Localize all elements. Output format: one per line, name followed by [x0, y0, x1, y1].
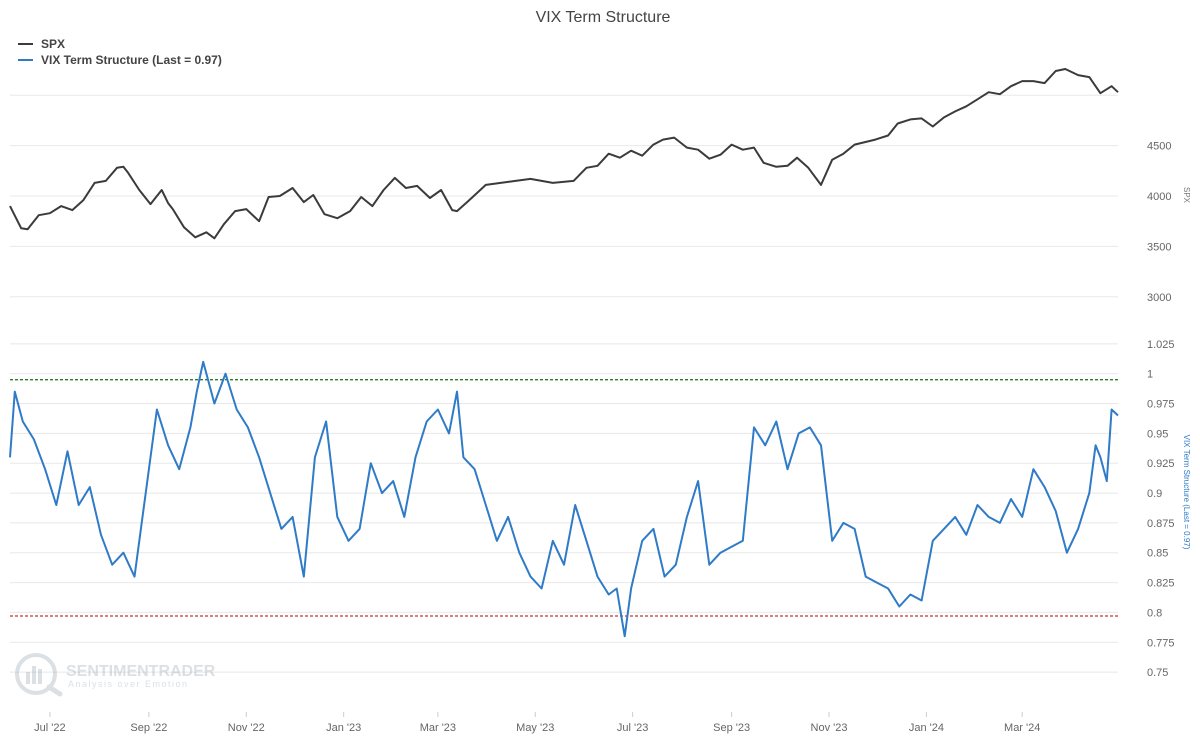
vix-tick-label: 0.95 [1147, 428, 1168, 440]
spx-tick-label: 3000 [1147, 292, 1171, 304]
vix-tick-label: 0.85 [1147, 548, 1168, 560]
x-tick-label: Sep '23 [713, 722, 750, 734]
x-tick-label: Sep '22 [130, 722, 167, 734]
vix-tick-label: 0.875 [1147, 518, 1175, 530]
spx-axis-title: SPX [1182, 187, 1191, 204]
spx-axis-ticks: 3000 3500 4000 4500 [1147, 141, 1171, 304]
vix-tick-label: 0.8 [1147, 607, 1162, 619]
vix-tick-label: 0.75 [1147, 667, 1168, 679]
vix-tick-label: 1 [1147, 369, 1153, 381]
legend-entry-vix[interactable]: VIX Term Structure (Last = 0.97) [18, 53, 222, 67]
vix-tick-label: 0.9 [1147, 488, 1162, 500]
series-lines [9, 68, 1119, 638]
vix-axis-title: VIX Term Structure (Last = 0.97) [1182, 435, 1191, 550]
sentimentrader-watermark: SENTIMENTRADER Analysis over Emotion [15, 653, 216, 697]
vix-term-structure-line[interactable] [9, 360, 1119, 638]
x-tick-label: Jan '24 [909, 722, 944, 734]
gridlines [10, 94, 1118, 673]
x-tick-label: Jan '23 [326, 722, 361, 734]
legend[interactable]: SPX VIX Term Structure (Last = 0.97) [18, 37, 222, 67]
x-tick-label: Jul '23 [617, 722, 648, 734]
spx-tick-label: 4000 [1147, 191, 1171, 203]
legend-entry-spx[interactable]: SPX [18, 37, 65, 51]
x-tick-label: Nov '23 [811, 722, 848, 734]
x-tick-label: Jul '22 [34, 722, 65, 734]
vix-tick-label: 0.975 [1147, 399, 1175, 411]
watermark-logo-icon [15, 653, 63, 697]
x-tick-label: Mar '23 [420, 722, 456, 734]
watermark-tagline: Analysis over Emotion [68, 679, 189, 689]
spx-tick-label: 3500 [1147, 241, 1171, 253]
x-tick-label: Nov '22 [228, 722, 265, 734]
vix-tick-label: 0.825 [1147, 578, 1175, 590]
x-axis-ticks: Jul '22 Sep '22 Nov '22 Jan '23 Mar '23 May '… [34, 712, 1040, 734]
legend-label-spx: SPX [41, 37, 65, 51]
x-tick-label: May '23 [516, 722, 554, 734]
vix-axis-ticks: 0.75 0.775 0.8 0.825 0.85 0.875 0.9 0.925 0.95 0.… [1147, 339, 1175, 679]
vix-tick-label: 0.925 [1147, 458, 1175, 470]
spx-tick-label: 4500 [1147, 141, 1171, 153]
spx-line[interactable] [9, 68, 1119, 240]
chart-title: VIX Term Structure [536, 9, 671, 26]
legend-label-vix: VIX Term Structure (Last = 0.97) [41, 53, 222, 67]
vix-tick-label: 1.025 [1147, 339, 1175, 351]
watermark-brand: SENTIMENTRADER [66, 663, 216, 680]
x-tick-label: Mar '24 [1004, 722, 1040, 734]
reference-lines [10, 379, 1118, 617]
vix-tick-label: 0.775 [1147, 637, 1175, 649]
